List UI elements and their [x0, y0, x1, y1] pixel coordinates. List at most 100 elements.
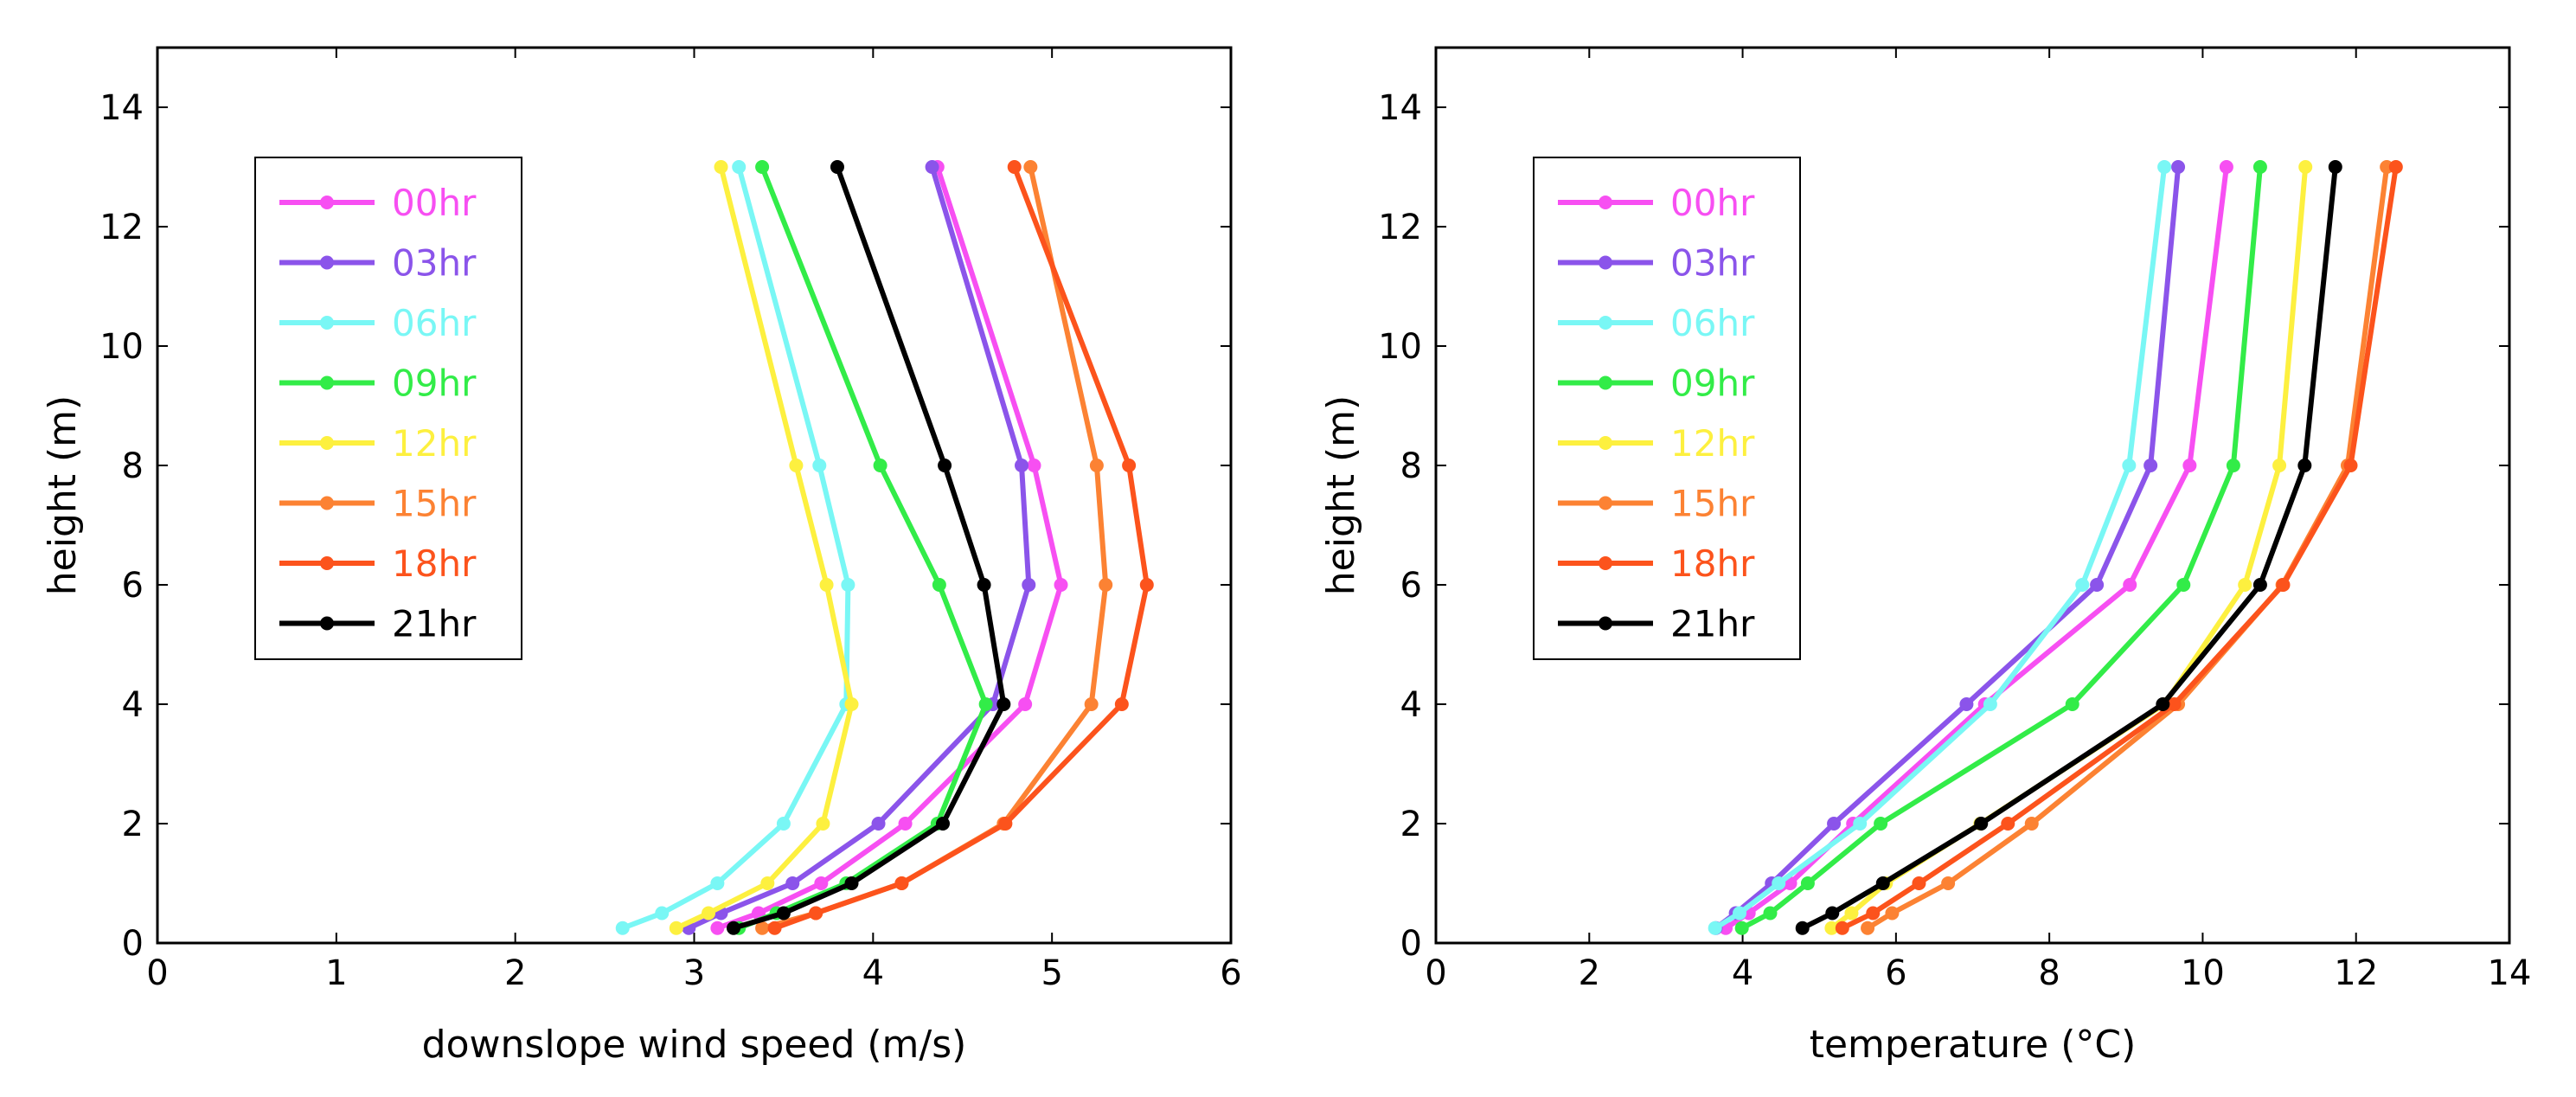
data-point-15hr [1089, 459, 1104, 472]
data-point-21hr [1974, 817, 1989, 831]
legend-label-15hr: 15hr [392, 483, 477, 525]
data-point-06hr [615, 921, 630, 935]
legend-box [254, 157, 522, 660]
series-line-12hr [675, 166, 855, 931]
data-point-06hr [2122, 459, 2137, 472]
data-point-06hr [1853, 817, 1868, 831]
legend-marker-00hr [320, 196, 334, 209]
x-tick-label: 6 [1220, 953, 1241, 993]
x-tick-label: 4 [1732, 953, 1753, 993]
data-point-21hr [977, 578, 991, 592]
data-point-00hr [710, 921, 725, 935]
y-tick-label: 4 [1400, 685, 1422, 725]
x-tick-label: 2 [504, 953, 526, 993]
series-line-12hr [1829, 166, 2309, 931]
data-point-09hr [1763, 906, 1778, 921]
legend-marker-21hr [320, 616, 334, 631]
data-point-03hr [871, 817, 886, 831]
data-point-09hr [932, 578, 946, 592]
data-point-03hr [925, 160, 939, 174]
data-point-21hr [776, 906, 791, 921]
data-point-18hr [1122, 459, 1137, 472]
data-point-00hr [2123, 578, 2137, 592]
data-point-21hr [727, 921, 741, 935]
legend-marker-09hr [1599, 375, 1612, 390]
data-point-06hr [841, 578, 855, 592]
series-line-06hr [621, 166, 851, 931]
data-point-18hr [2001, 817, 2015, 831]
legend-marker-12hr [320, 436, 334, 450]
x-tick-label: 5 [1041, 953, 1062, 993]
data-point-06hr [1983, 697, 1997, 711]
y-tick-label: 12 [1378, 208, 1422, 247]
y-tick-label: 10 [1378, 327, 1422, 367]
x-tick-label: 0 [146, 953, 168, 993]
plot-frame [1434, 46, 2511, 945]
legend-marker-03hr [320, 255, 334, 270]
data-point-12hr [2272, 459, 2287, 472]
legend-label-18hr: 18hr [392, 542, 477, 585]
x-tick-label: 14 [2488, 953, 2532, 993]
data-point-09hr [2226, 459, 2240, 472]
y-tick-label: 14 [1378, 88, 1422, 128]
data-point-12hr [844, 697, 859, 711]
data-point-18hr [809, 906, 823, 921]
y-tick-label: 2 [122, 805, 144, 844]
legend-label-06hr: 06hr [1670, 302, 1755, 344]
data-point-15hr [1861, 921, 1875, 935]
series-line-21hr [1801, 166, 2338, 931]
data-point-15hr [1084, 697, 1099, 711]
x-tick-label: 8 [2038, 953, 2060, 993]
data-point-12hr [819, 578, 834, 592]
data-point-00hr [898, 817, 913, 831]
legend-label-03hr: 03hr [392, 242, 477, 285]
legend-label-06hr: 06hr [392, 302, 477, 344]
data-point-09hr [2252, 160, 2267, 174]
series-line-06hr [1714, 166, 2168, 931]
data-point-03hr [2090, 578, 2105, 592]
data-point-00hr [1027, 459, 1041, 472]
data-point-12hr [760, 876, 775, 890]
y-tick-label: 4 [122, 685, 144, 725]
y-tick-label: 0 [122, 924, 144, 964]
data-point-15hr [755, 921, 770, 935]
legend-label-09hr: 09hr [392, 362, 477, 405]
legend-marker-06hr [1599, 316, 1612, 330]
legend-marker-12hr [1599, 436, 1612, 450]
y-tick-label: 8 [1400, 446, 1422, 486]
data-point-21hr [2297, 459, 2312, 472]
data-point-15hr [1099, 578, 1113, 592]
data-point-00hr [1018, 697, 1033, 711]
x-tick-label: 4 [862, 953, 884, 993]
data-point-21hr [1825, 906, 1840, 921]
data-point-18hr [1835, 921, 1849, 935]
legend-marker-00hr [1599, 196, 1612, 209]
legend-label-21hr: 21hr [1670, 603, 1755, 645]
legend-label-00hr: 00hr [392, 182, 477, 224]
data-point-06hr [2075, 578, 2090, 592]
data-point-12hr [669, 921, 683, 935]
data-point-21hr [935, 817, 950, 831]
y-tick-label: 6 [122, 566, 144, 606]
data-point-03hr [785, 876, 800, 890]
data-point-21hr [996, 697, 1011, 711]
data-point-09hr [1800, 876, 1815, 890]
y-tick-label: 6 [1400, 566, 1422, 606]
y-tick-label: 2 [1400, 805, 1422, 844]
data-point-09hr [1874, 817, 1888, 831]
data-point-09hr [873, 459, 888, 472]
y-tick-label: 10 [99, 327, 144, 367]
legend-box [1533, 157, 1801, 660]
data-point-15hr [1941, 876, 1956, 890]
y-tick-label: 0 [1400, 924, 1422, 964]
data-point-21hr [1875, 876, 1890, 890]
x-tick-label: 10 [2181, 953, 2225, 993]
data-point-18hr [1007, 160, 1022, 174]
data-point-12hr [2238, 578, 2252, 592]
legend-marker-15hr [1599, 496, 1612, 510]
data-point-06hr [732, 160, 747, 174]
legend-label-15hr: 15hr [1670, 483, 1755, 525]
data-point-12hr [789, 459, 804, 472]
